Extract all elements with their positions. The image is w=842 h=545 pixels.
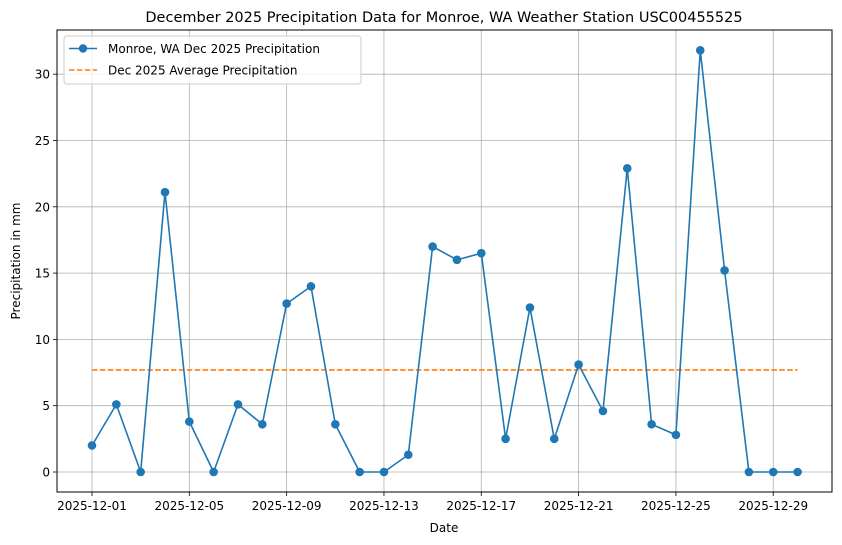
data-point-marker — [233, 400, 243, 409]
y-axis-label: Precipitation in mm — [9, 203, 23, 320]
data-point-marker — [428, 242, 437, 251]
data-point-marker — [379, 467, 389, 477]
data-point-marker — [87, 441, 97, 450]
data-point-marker — [258, 419, 267, 429]
axes-frame — [56, 29, 833, 493]
x-tick-label: 2025-12-29 — [738, 499, 808, 513]
x-axis-ticks: 2025-12-01 2025-12-05 2025-12-09 2025-12-13… — [57, 492, 808, 513]
legend-marker-icon — [78, 44, 88, 53]
x-tick-label: 2025-12-21 — [544, 499, 614, 513]
data-point-marker — [282, 299, 291, 308]
chart-title: December 2025 Precipitation Data for Mon… — [145, 10, 742, 26]
y-tick-label: 20 — [35, 200, 50, 214]
data-point-marker — [525, 303, 535, 312]
data-point-marker — [501, 434, 510, 444]
data-point-marker — [622, 164, 632, 173]
data-point-marker — [744, 467, 754, 477]
data-point-marker — [209, 467, 218, 477]
y-tick-label: 15 — [35, 267, 50, 281]
y-tick-label: 0 — [42, 466, 50, 480]
precipitation-line — [91, 49, 798, 473]
data-point-marker — [793, 467, 802, 477]
y-tick-label: 30 — [35, 68, 50, 82]
y-tick-label: 5 — [42, 399, 50, 413]
data-point-marker — [768, 467, 778, 477]
y-tick-label: 25 — [35, 134, 50, 148]
data-point-marker — [720, 266, 729, 275]
data-point-marker — [355, 467, 364, 477]
data-point-marker — [112, 400, 121, 409]
data-point-marker — [476, 248, 486, 258]
legend-label-average: Dec 2025 Average Precipitation — [108, 64, 298, 78]
data-point-marker — [647, 419, 656, 429]
data-point-marker — [136, 467, 145, 477]
legend-item-average: Dec 2025 Average Precipitation — [69, 64, 298, 78]
data-point-marker — [306, 282, 316, 291]
legend: Monroe, WA Dec 2025 Precipitation Dec 20… — [63, 35, 362, 85]
x-axis-label: Date — [430, 521, 459, 535]
data-point-marker — [695, 46, 705, 55]
data-point-marker — [160, 187, 170, 197]
x-tick-label: 2025-12-09 — [252, 499, 322, 513]
legend-box — [63, 35, 362, 85]
x-tick-label: 2025-12-25 — [641, 499, 711, 513]
data-point-marker — [549, 434, 559, 444]
grid-lines — [57, 30, 832, 492]
data-point-marker — [185, 417, 194, 426]
x-tick-label: 2025-12-01 — [57, 499, 127, 513]
legend-label-precipitation: Monroe, WA Dec 2025 Precipitation — [108, 42, 320, 56]
y-axis-ticks: 0 5 10 15 20 25 30 — [35, 68, 57, 480]
x-tick-label: 2025-12-17 — [446, 499, 516, 513]
data-point-marker — [671, 430, 681, 440]
data-point-marker — [574, 360, 583, 369]
y-tick-label: 10 — [35, 333, 50, 347]
plot-area — [87, 46, 802, 477]
x-tick-label: 2025-12-13 — [349, 499, 419, 513]
x-tick-label: 2025-12-05 — [154, 499, 224, 513]
data-point-marker — [403, 450, 413, 460]
data-point-marker — [452, 255, 462, 265]
data-point-marker — [598, 406, 608, 416]
data-point-marker — [331, 419, 340, 429]
legend-item-precipitation: Monroe, WA Dec 2025 Precipitation — [69, 42, 320, 56]
